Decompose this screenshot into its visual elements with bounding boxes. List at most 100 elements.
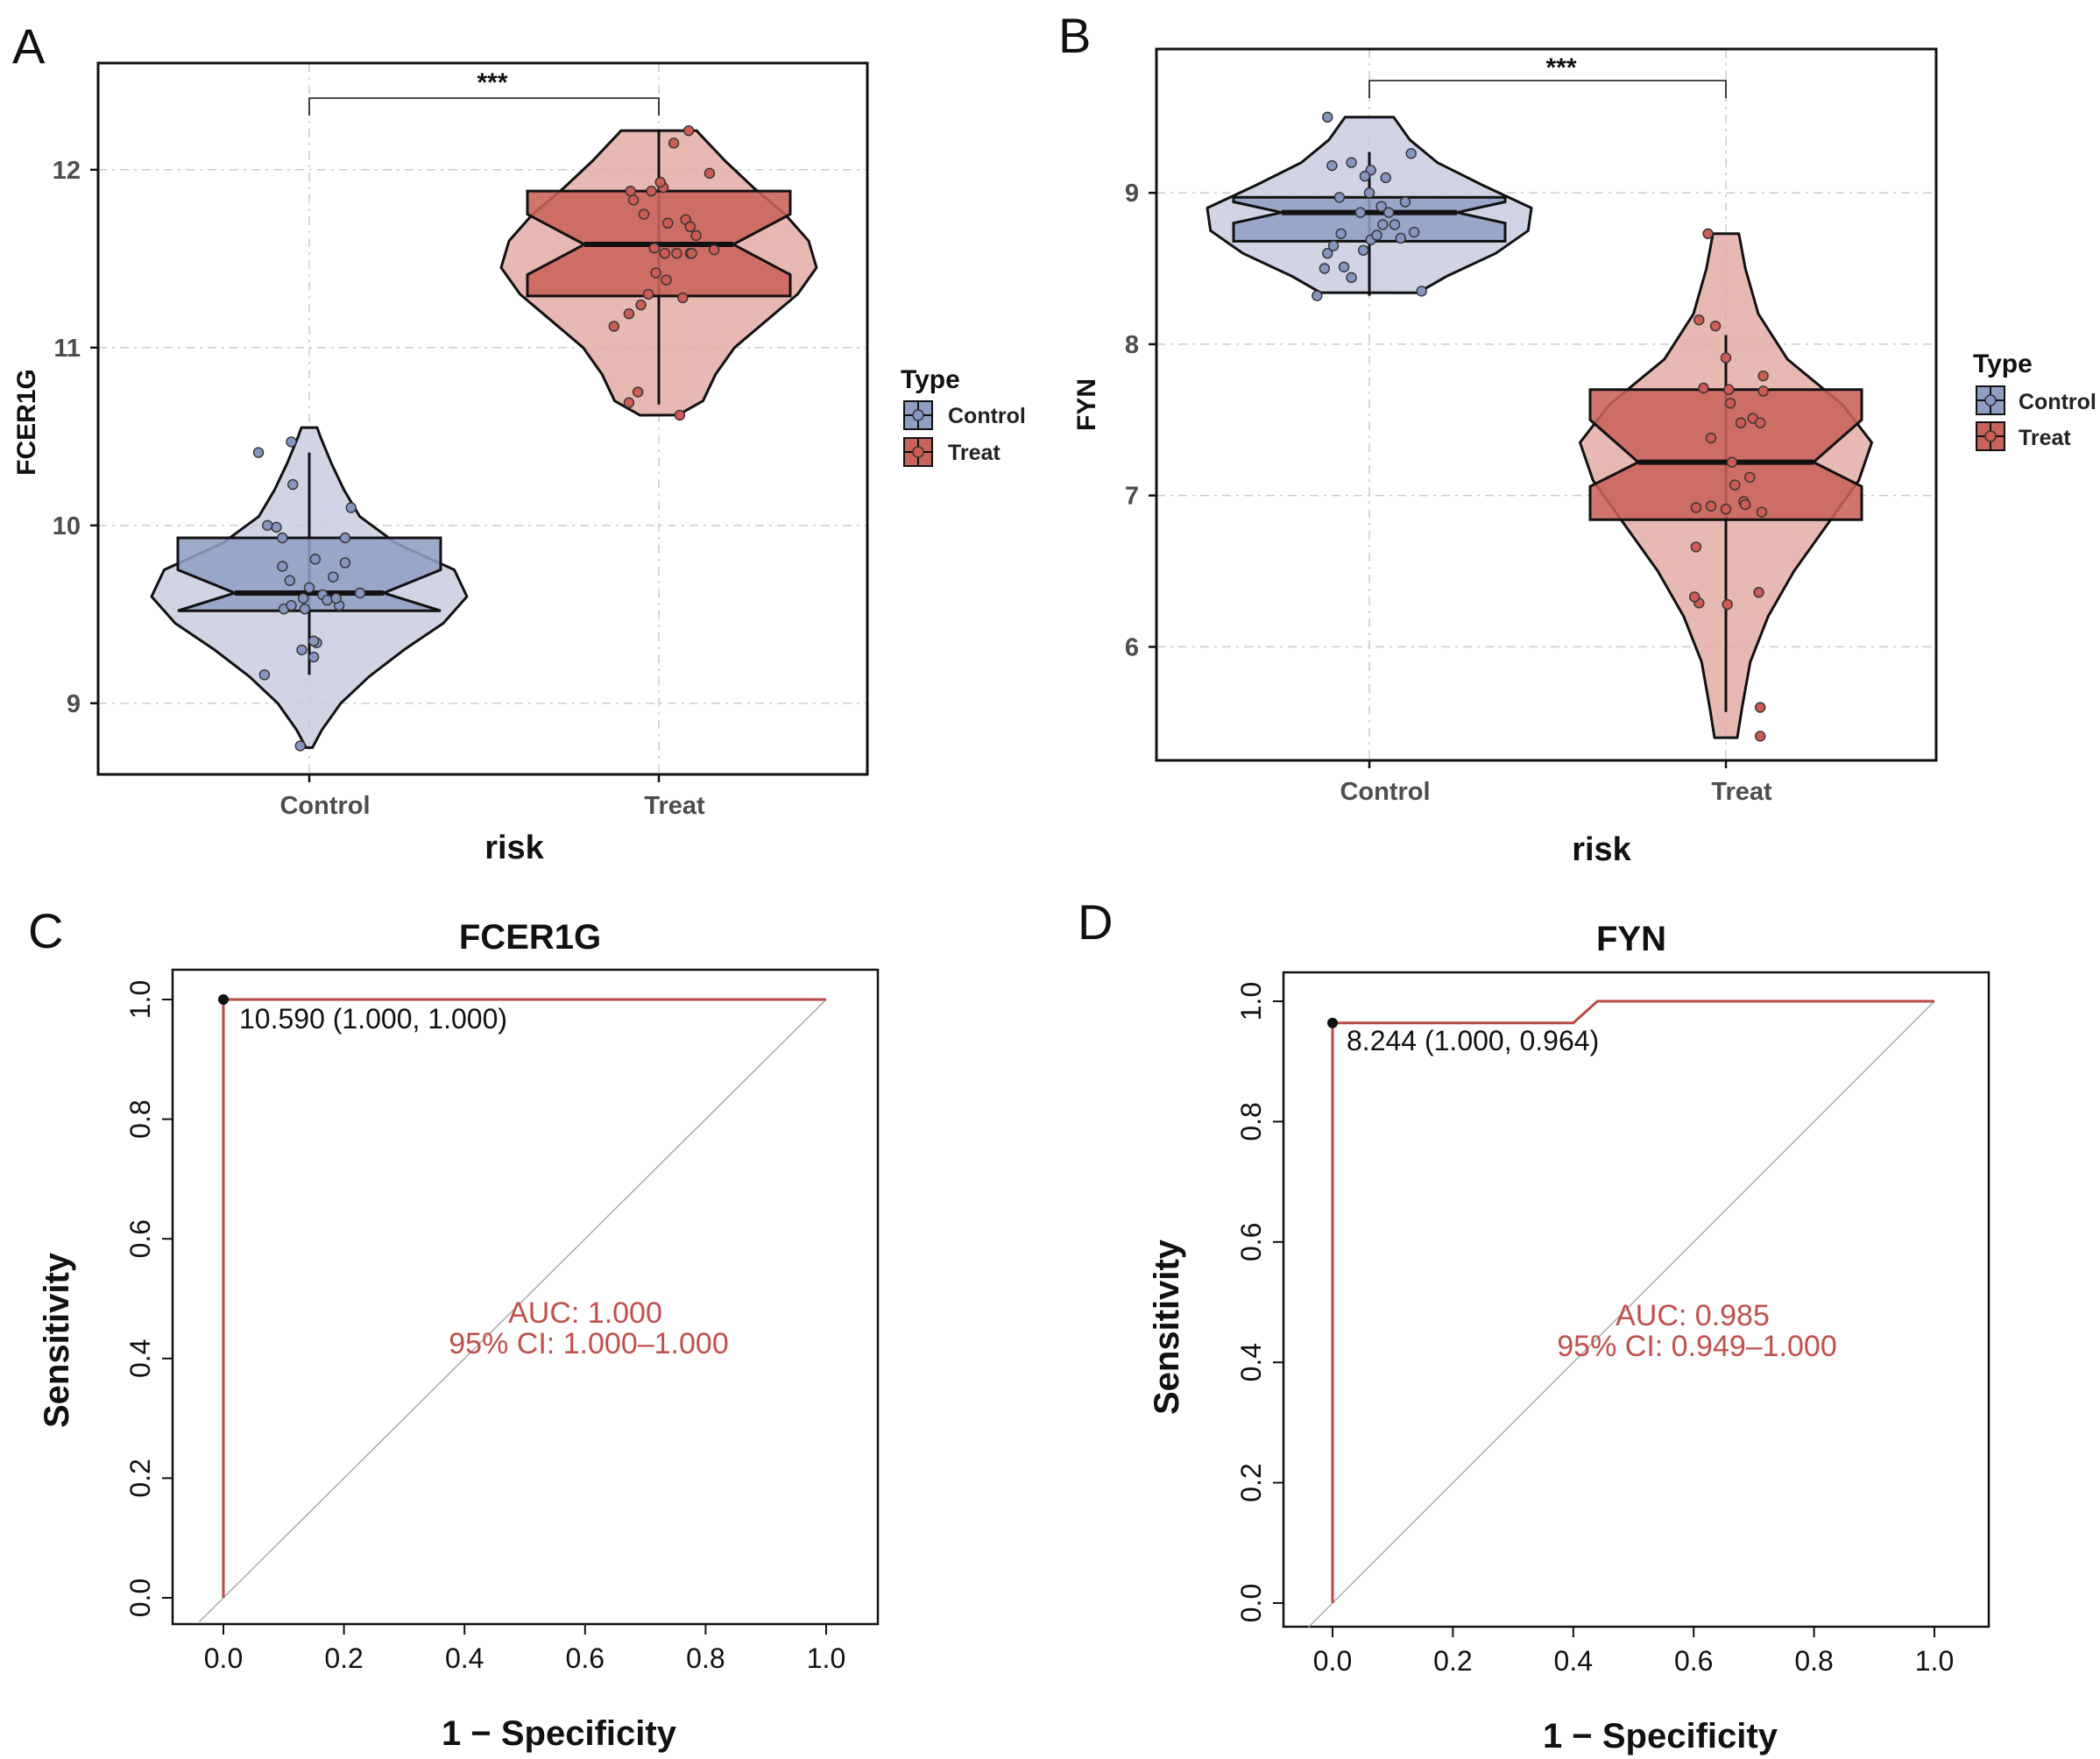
y-tick-label: 0.2: [1235, 1463, 1267, 1501]
data-point-control: [309, 554, 322, 565]
data-point-treat: [632, 386, 644, 398]
panel-d-reference-diagonal: [1307, 1000, 1935, 1628]
data-point-treat: [1693, 314, 1705, 326]
data-point-treat: [1755, 731, 1766, 742]
data-point-control: [1382, 207, 1395, 218]
x-tick-label: 1.0: [807, 1642, 845, 1674]
y-tick-label: 8: [1125, 331, 1139, 359]
panel-b-boxes: [1232, 152, 1863, 712]
data-point-treat: [623, 308, 635, 320]
data-point-treat: [1744, 471, 1756, 484]
y-tick-label: 1.0: [124, 980, 156, 1019]
data-point-control: [294, 740, 306, 752]
data-point-control: [1335, 228, 1347, 239]
y-tick-label: 10: [53, 512, 81, 540]
y-tick-label: 0.6: [1235, 1223, 1267, 1261]
data-point-control: [277, 532, 288, 544]
panel-a-legend: Type Control Treat: [901, 365, 1026, 467]
x-tick-label: Treat: [1711, 778, 1772, 806]
panel-a-grid: [98, 63, 867, 774]
panel-b-x-ticks: Control Treat: [1340, 760, 1772, 806]
data-point-control: [322, 594, 333, 606]
y-tick-label: 12: [53, 157, 81, 185]
panel-d-ci-label: 95% CI: 0.949–1.000: [1557, 1330, 1836, 1363]
panel-a-x-ticks: Control Treat: [279, 774, 705, 820]
data-point-control: [1395, 232, 1407, 244]
panel-b-legend-key-treat: [1976, 421, 2005, 451]
data-point-treat: [638, 208, 650, 220]
data-point-control: [1405, 148, 1417, 159]
data-point-treat: [1756, 506, 1768, 518]
panel-letter-a: A: [12, 18, 46, 74]
x-tick-label: 0.4: [445, 1642, 484, 1674]
panel-c-auc-label: AUC: 1.000: [508, 1296, 662, 1330]
data-point-treat: [1729, 479, 1741, 491]
data-point-treat: [627, 194, 640, 206]
data-point-treat: [1753, 587, 1764, 598]
y-tick-label: 0.4: [1235, 1343, 1267, 1381]
data-point-control: [339, 557, 351, 569]
panel-a-points: [252, 124, 720, 752]
panel-d-threshold-label: 8.244 (1.000, 0.964): [1347, 1025, 1599, 1056]
data-point-control: [1359, 170, 1371, 182]
y-tick-label: 0.6: [124, 1219, 156, 1258]
data-point-treat: [1757, 385, 1769, 397]
data-point-control: [308, 651, 320, 663]
x-tick-label: 0.0: [204, 1642, 243, 1674]
data-point-control: [1371, 230, 1382, 241]
panel-a-x-axis-title: risk: [484, 830, 544, 866]
data-point-control: [354, 587, 366, 599]
data-point-treat: [642, 288, 654, 300]
data-point-treat: [1720, 504, 1732, 515]
significance-bracket-line: [1368, 80, 1727, 98]
data-point-control: [1416, 286, 1427, 297]
panel-b-x-axis-title: risk: [1572, 831, 1631, 868]
panel-b-significance-label: ***: [1545, 53, 1576, 82]
data-point-treat: [662, 217, 674, 229]
panel-c-reference-diagonal: [198, 999, 827, 1622]
y-tick-label: 11: [53, 335, 81, 363]
panel-b-y-ticks: 6 7 8 9: [1125, 180, 1156, 661]
data-point-treat: [1709, 320, 1722, 332]
data-point-treat: [1690, 502, 1702, 513]
data-point-control: [296, 644, 308, 656]
x-tick-label: 0.2: [1433, 1645, 1472, 1677]
panel-a-legend-key-treat: [903, 437, 933, 467]
panel-c-threshold-label: 10.590 (1.000, 1.000): [239, 1003, 507, 1035]
panel-a-frame: [96, 61, 869, 776]
data-point-control: [1322, 111, 1333, 123]
panel-b-legend: Type Control Treat: [1973, 350, 2096, 451]
x-tick-label: 0.8: [1794, 1645, 1833, 1677]
data-point-control: [287, 478, 299, 491]
panel-a-significance-bracket: [308, 97, 660, 116]
data-point-treat: [671, 248, 682, 259]
data-point-treat: [690, 230, 702, 242]
panel-c-title: FCER1G: [459, 918, 601, 957]
data-point-control: [1389, 219, 1401, 230]
data-point-control: [1357, 244, 1369, 256]
data-point-treat: [1702, 228, 1714, 239]
data-point-control: [1319, 263, 1331, 274]
panel-b-significance-bracket: [1368, 80, 1727, 98]
data-point-control: [1354, 207, 1366, 218]
y-tick-label: 0.4: [124, 1339, 156, 1378]
panel-b-legend-label-control: Control: [2019, 390, 2096, 414]
data-point-treat: [1722, 598, 1733, 611]
panel-c-roc-chart: FCER1G 10.590 (1.000, 1.000) AUC: 1.000 …: [38, 918, 880, 1753]
panel-c-ci-label: 95% CI: 1.000–1.000: [449, 1327, 728, 1360]
data-point-treat: [635, 299, 647, 311]
data-point-treat: [682, 124, 695, 137]
panel-b-frame: [1155, 47, 1938, 762]
data-point-treat: [608, 321, 620, 332]
data-point-control: [297, 592, 309, 604]
box-control: [176, 536, 442, 612]
data-point-control: [271, 521, 282, 533]
data-point-control: [1333, 192, 1346, 203]
panel-d-x-axis-title: 1 − Specificity: [1543, 1717, 1778, 1755]
panel-a-legend-label-treat: Treat: [948, 441, 1001, 465]
data-point-control: [308, 635, 320, 646]
data-point-treat: [1723, 384, 1735, 395]
data-point-control: [1380, 172, 1391, 184]
y-tick-label: 0.8: [124, 1099, 156, 1138]
panel-a-legend-label-control: Control: [948, 404, 1026, 428]
